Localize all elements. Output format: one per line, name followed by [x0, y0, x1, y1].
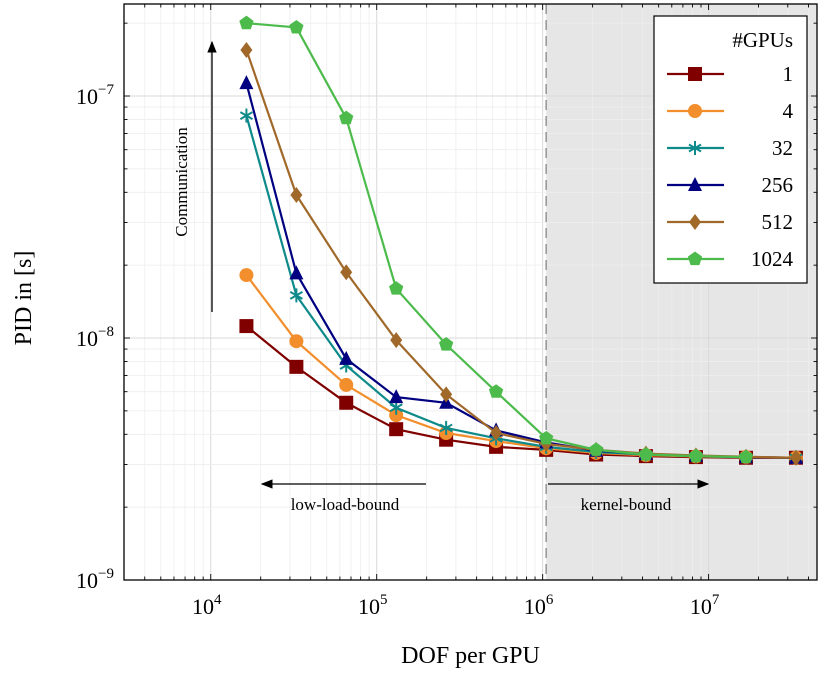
data-point: [339, 350, 354, 365]
series-1024-gpus: [239, 15, 754, 464]
low-load-label: low-load-bound: [291, 495, 400, 514]
data-point: [539, 430, 554, 445]
y-tick-label: 10−7: [76, 82, 114, 109]
legend-entry-1: 1: [667, 62, 793, 86]
legend-box: [653, 15, 808, 284]
legend-entry-4: 4: [667, 99, 794, 123]
data-point: [389, 281, 404, 295]
legend-marker: [689, 214, 701, 230]
y-tick-label: 10−8: [76, 324, 114, 351]
legend-marker: [688, 141, 702, 155]
data-point: [239, 15, 254, 30]
legend-label: 512: [762, 210, 794, 234]
x-tick-label: 106: [524, 592, 554, 619]
data-point: [339, 110, 354, 125]
legend-entry-256: 256: [667, 173, 793, 197]
data-point: [339, 377, 354, 392]
data-point: [490, 424, 503, 441]
legend-label: 1024: [751, 247, 794, 271]
data-point: [439, 420, 453, 435]
legend-marker: [688, 104, 702, 118]
data-point: [789, 449, 802, 466]
data-point: [289, 334, 304, 349]
legend-entry-1024: 1024: [667, 247, 794, 271]
x-tick-label: 104: [192, 592, 222, 619]
data-point: [389, 389, 404, 404]
legend-marker: [688, 67, 702, 81]
data-point: [389, 422, 404, 437]
legend-label: 4: [783, 99, 794, 123]
data-point: [239, 108, 253, 123]
y-axis-title: PID in [s]: [11, 251, 37, 346]
data-point: [389, 408, 404, 423]
data-point: [239, 75, 254, 90]
data-point: [439, 337, 454, 351]
data-point: [638, 447, 654, 461]
legend-marker: [687, 251, 703, 266]
legend-label: 1: [783, 62, 794, 86]
data-point: [239, 319, 254, 334]
data-point: [488, 384, 504, 398]
x-axis-title: DOF per GPU: [401, 643, 540, 669]
legend-label: 256: [762, 173, 794, 197]
legend-entry-512: 512: [667, 210, 793, 234]
data-point: [290, 186, 303, 203]
data-point: [289, 288, 303, 303]
legend-label: 32: [772, 136, 793, 160]
data-point: [440, 386, 453, 403]
x-tick-label: 107: [690, 592, 720, 619]
data-point: [589, 442, 604, 456]
data-point: [240, 41, 253, 58]
data-point: [339, 395, 354, 410]
data-point: [738, 449, 754, 464]
legend-entry-32: 32: [667, 136, 793, 160]
legend-marker: [688, 177, 702, 191]
legend-title: #GPUs: [732, 28, 793, 52]
y-tick-label: 10−9: [76, 566, 114, 593]
data-point: [289, 359, 304, 374]
plot-frame: [123, 3, 818, 581]
data-point: [289, 19, 304, 34]
data-point: [289, 265, 304, 280]
data-point: [340, 264, 353, 281]
kernel-label: kernel-bound: [581, 495, 672, 514]
data-point: [390, 332, 403, 349]
communication-label: Communication: [172, 127, 191, 237]
data-point: [239, 268, 254, 283]
x-tick-label: 105: [358, 592, 388, 619]
data-point: [688, 448, 704, 463]
